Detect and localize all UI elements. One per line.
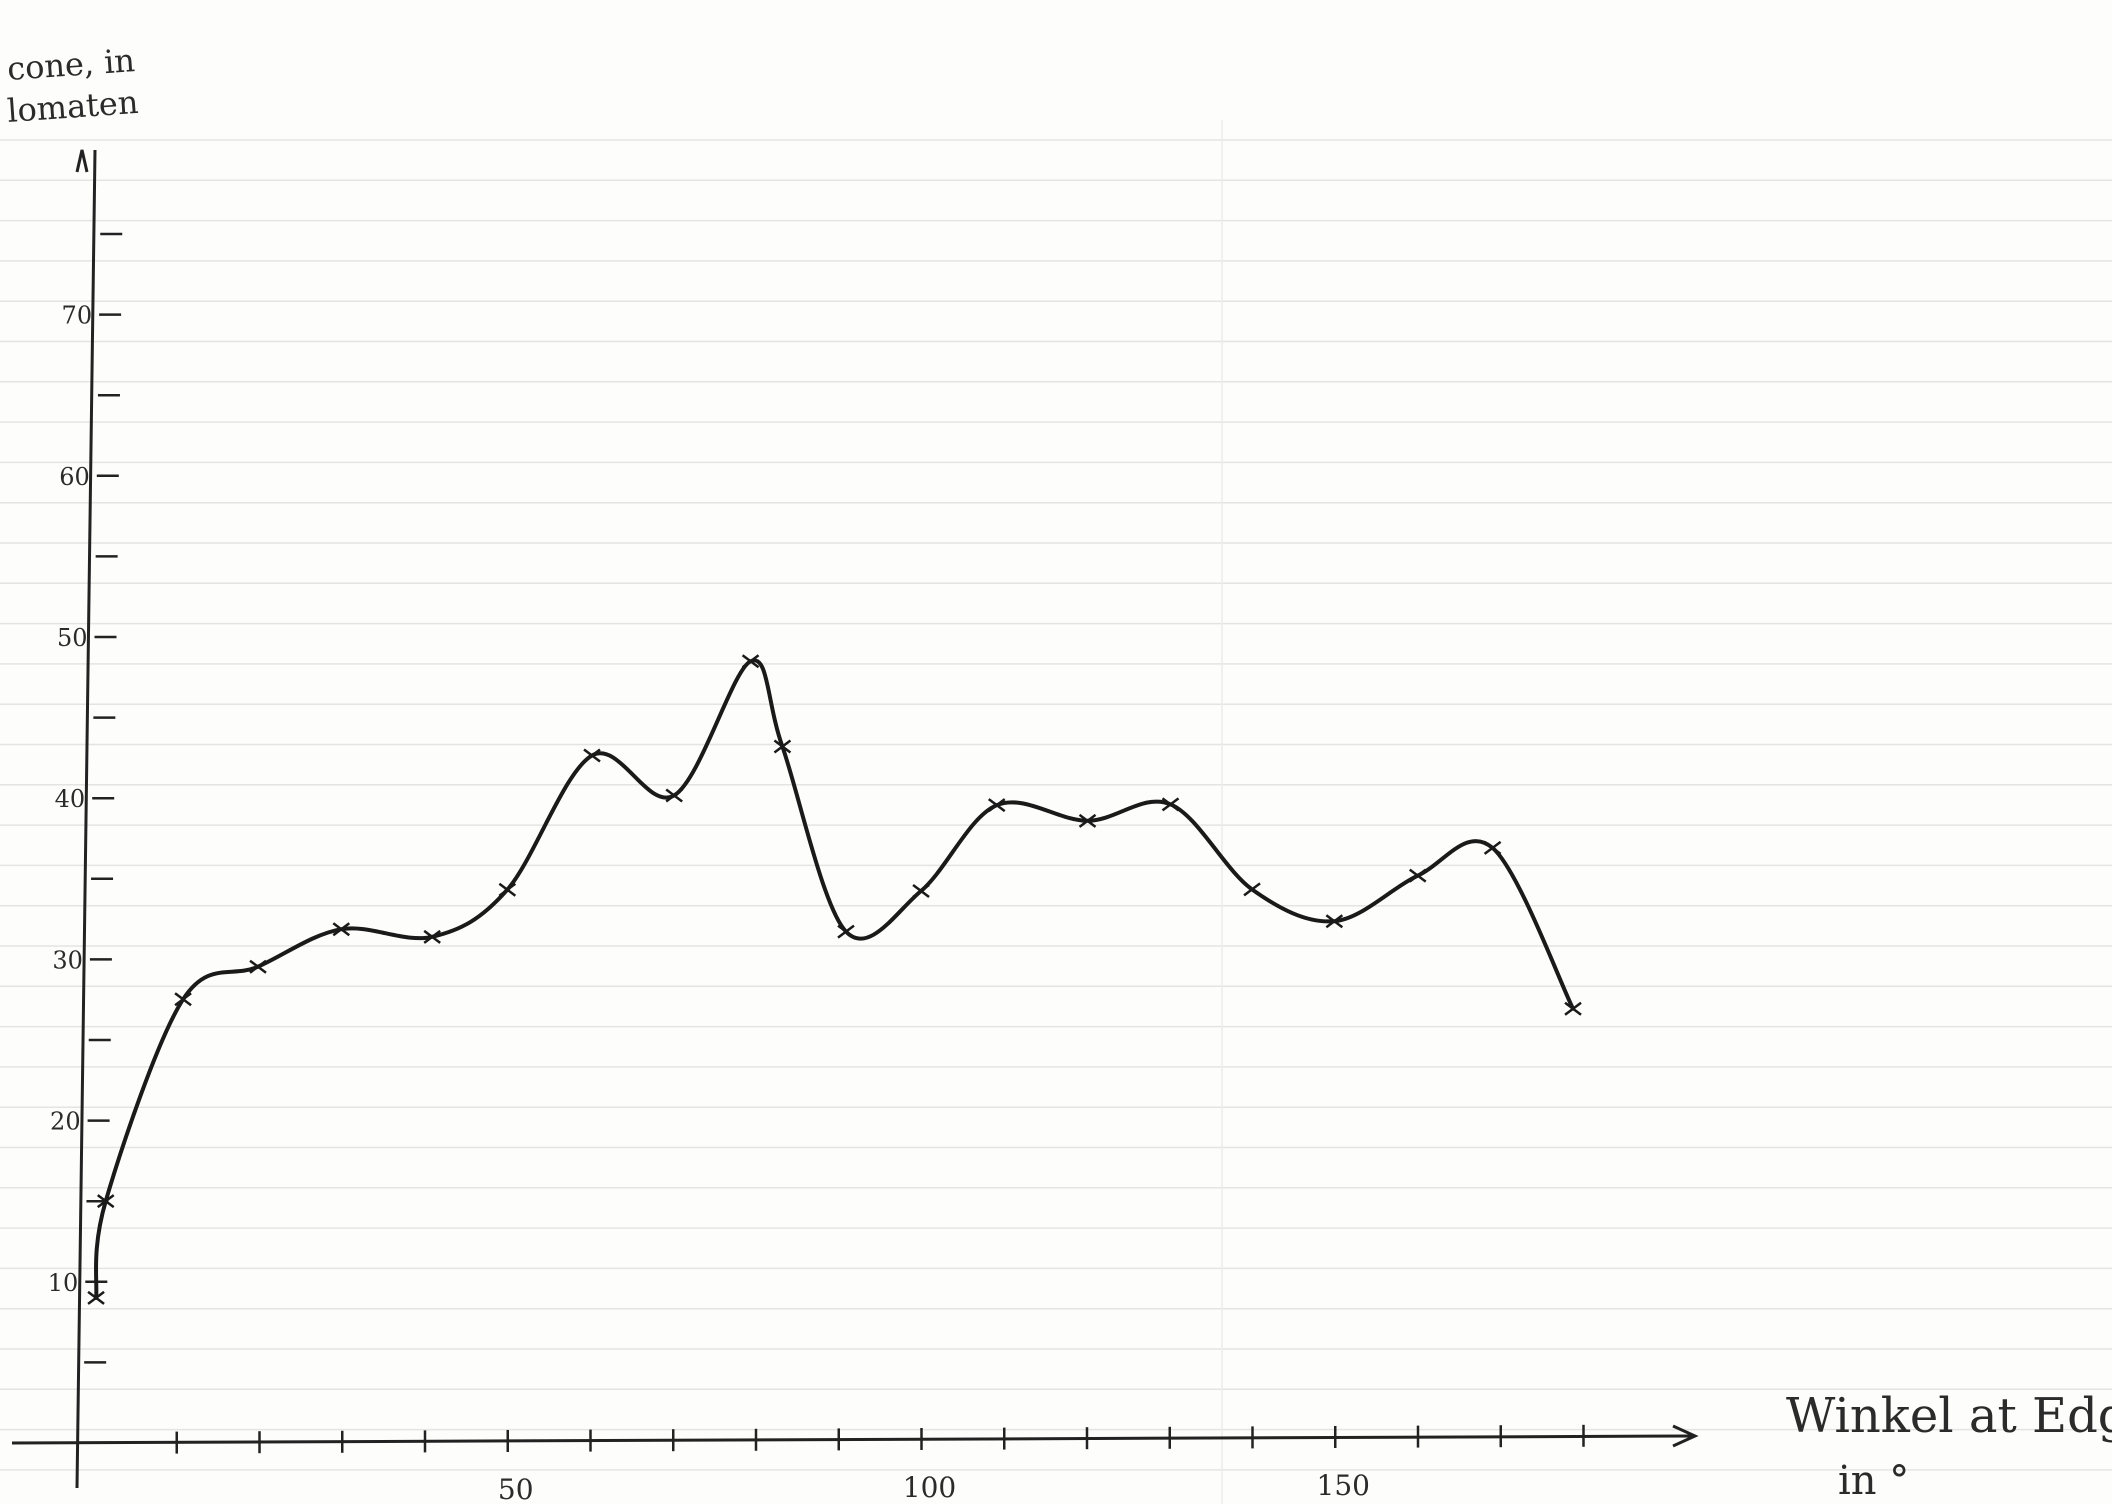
- x-axis-title-line-1: Winkel at Edge: [1786, 1388, 2112, 1444]
- y-axis-arrowhead: [75, 149, 89, 173]
- y-tick-label: 60: [59, 463, 90, 491]
- y-axis-line: [75, 149, 97, 1489]
- tick-labels: 50 100 150 10 20 30 40 50 60 70: [48, 302, 1370, 1504]
- y-tick-label: 20: [50, 1108, 81, 1136]
- x-tick-label: 50: [498, 1473, 534, 1504]
- y-tick-label: 10: [48, 1269, 79, 1297]
- data-point-marker: [912, 883, 930, 898]
- data-point-marker: [987, 798, 1006, 813]
- data-point-marker: [741, 654, 760, 669]
- data-point-marker: [1243, 882, 1261, 897]
- y-axis-title: cone, in lomaten: [6, 41, 140, 130]
- y-axis-title-line-1: cone, in: [6, 41, 136, 88]
- data-point-marker: [96, 1194, 115, 1209]
- data-point-marker: [249, 959, 267, 974]
- notebook-ruling: [0, 120, 2112, 1504]
- data-point-marker: [837, 924, 855, 939]
- series-line: [93, 658, 1575, 1300]
- chart-axes: [11, 149, 1699, 1489]
- data-point-marker: [1564, 1001, 1582, 1016]
- x-axis-title: Winkel at Edge in °: [1786, 1388, 2112, 1504]
- data-point-marker: [174, 992, 192, 1007]
- x-axis-line: [11, 1434, 1694, 1445]
- x-axis-title-line-2: in °: [1838, 1458, 1909, 1504]
- y-tick-label: 70: [62, 302, 93, 330]
- series-markers: [87, 654, 1582, 1305]
- y-tick-label: 30: [52, 946, 83, 974]
- data-point-marker: [498, 882, 517, 897]
- y-tick-label: 40: [55, 785, 86, 813]
- x-tick-label: 100: [903, 1471, 956, 1504]
- data-point-marker: [583, 748, 601, 763]
- data-point-marker: [87, 1290, 105, 1305]
- x-axis-arrowhead: [1672, 1424, 1699, 1448]
- y-tick-label: 50: [57, 624, 88, 652]
- data-point-marker: [1078, 813, 1097, 828]
- data-point-marker: [332, 922, 351, 937]
- data-point-marker: [1325, 914, 1344, 929]
- data-point-marker: [1408, 868, 1427, 883]
- x-tick-label: 150: [1317, 1469, 1370, 1502]
- data-point-marker: [1161, 797, 1180, 812]
- data-point-marker: [773, 739, 792, 754]
- axis-ticks: [84, 232, 1585, 1454]
- data-point-marker: [1483, 840, 1502, 855]
- data-point-marker: [423, 929, 441, 944]
- data-point-marker: [665, 788, 683, 803]
- y-axis-title-line-2: lomaten: [6, 83, 140, 130]
